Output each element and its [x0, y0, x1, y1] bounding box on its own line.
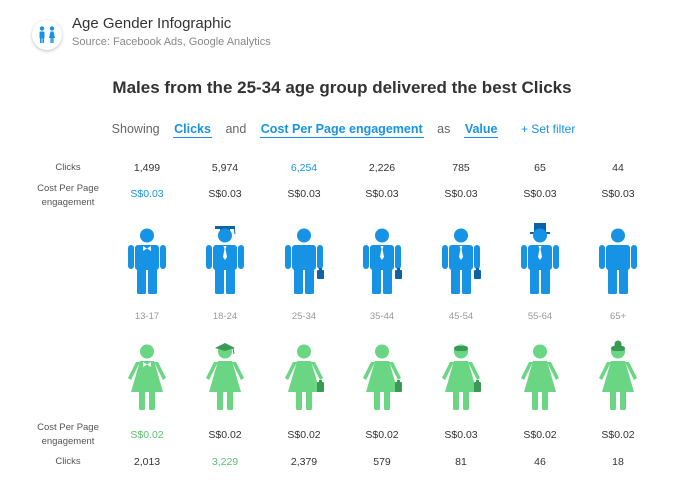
male-clicks-value: 65	[534, 162, 546, 174]
female-figure-icon	[354, 338, 410, 415]
app-header: Age Gender Infographic Source: Facebook …	[32, 14, 271, 50]
male-clicks-value: 785	[452, 162, 470, 174]
male-figure-icon	[119, 222, 175, 299]
male-cost-value: S$0.03	[365, 188, 399, 200]
mode-selector[interactable]: Value	[463, 122, 499, 138]
female-cost-value: S$0.02	[365, 429, 399, 441]
male-figure-icon	[276, 222, 332, 299]
people-male-female-icon	[32, 20, 62, 50]
female-cost-value: S$0.02	[287, 429, 321, 441]
female-figure-icon	[590, 338, 646, 415]
female-clicks-value: 2,013	[133, 456, 161, 468]
female-cost-value: S$0.02	[208, 429, 242, 441]
female-figure-icon	[119, 338, 175, 415]
male-figure-icon	[197, 222, 253, 299]
male-clicks-value: 1,499	[133, 162, 161, 174]
female-clicks-value: 81	[455, 456, 467, 468]
female-figure-icon	[512, 338, 568, 415]
male-cost-value: S$0.03	[601, 188, 635, 200]
age-group-label: 55-64	[527, 311, 553, 322]
female-clicks-value: 3,229	[211, 456, 239, 468]
age-group-label: 35-44	[369, 311, 395, 322]
male-cost-label: Cost Per Page engagement	[37, 183, 99, 208]
male-cost-value: S$0.03	[444, 188, 478, 200]
female-cost-label: Cost Per Page engagement	[37, 422, 99, 447]
female-figure-icon	[433, 338, 489, 415]
as-label: as	[437, 122, 451, 136]
age-group-label: 65+	[609, 311, 627, 322]
male-cost-value: S$0.03	[523, 188, 557, 200]
female-cost-value: S$0.02	[130, 429, 164, 441]
age-group-label: 45-54	[448, 311, 474, 322]
male-figure-icon	[512, 222, 568, 299]
filter-row: Showing Clicks and Cost Per Page engagem…	[0, 122, 684, 138]
male-figure-icon	[354, 222, 410, 299]
female-clicks-value: 579	[373, 456, 391, 468]
female-clicks-label: Clicks	[55, 456, 81, 467]
male-clicks-value: 2,226	[368, 162, 396, 174]
male-clicks-value: 44	[612, 162, 624, 174]
age-group-label: 25-34	[291, 311, 317, 322]
male-figure-icon	[433, 222, 489, 299]
female-figure-icon	[197, 338, 253, 415]
set-filter-link[interactable]: + Set filter	[520, 122, 576, 136]
metric2-selector[interactable]: Cost Per Page engagement	[259, 122, 424, 138]
metric1-selector[interactable]: Clicks	[173, 122, 212, 138]
male-cost-value: S$0.03	[208, 188, 242, 200]
female-figure-icon	[276, 338, 332, 415]
male-cost-value: S$0.03	[130, 188, 164, 200]
male-cost-value: S$0.03	[287, 188, 321, 200]
female-cost-value: S$0.02	[523, 429, 557, 441]
female-cost-value: S$0.03	[444, 429, 478, 441]
showing-label: Showing	[111, 122, 160, 136]
age-group-label: 13-17	[134, 311, 160, 322]
male-clicks-value: 6,254	[290, 162, 318, 174]
app-title: Age Gender Infographic	[72, 15, 232, 32]
male-figure-icon	[590, 222, 646, 299]
headline: Males from the 25-34 age group delivered…	[112, 78, 572, 97]
female-clicks-value: 46	[534, 456, 546, 468]
and-label: and	[225, 122, 247, 136]
age-group-label: 18-24	[212, 311, 238, 322]
app-source: Source: Facebook Ads, Google Analytics	[72, 36, 271, 48]
female-cost-value: S$0.02	[601, 429, 635, 441]
male-clicks-value: 5,974	[211, 162, 239, 174]
male-clicks-label: Clicks	[55, 162, 81, 173]
female-clicks-value: 18	[612, 456, 624, 468]
female-clicks-value: 2,379	[290, 456, 318, 468]
